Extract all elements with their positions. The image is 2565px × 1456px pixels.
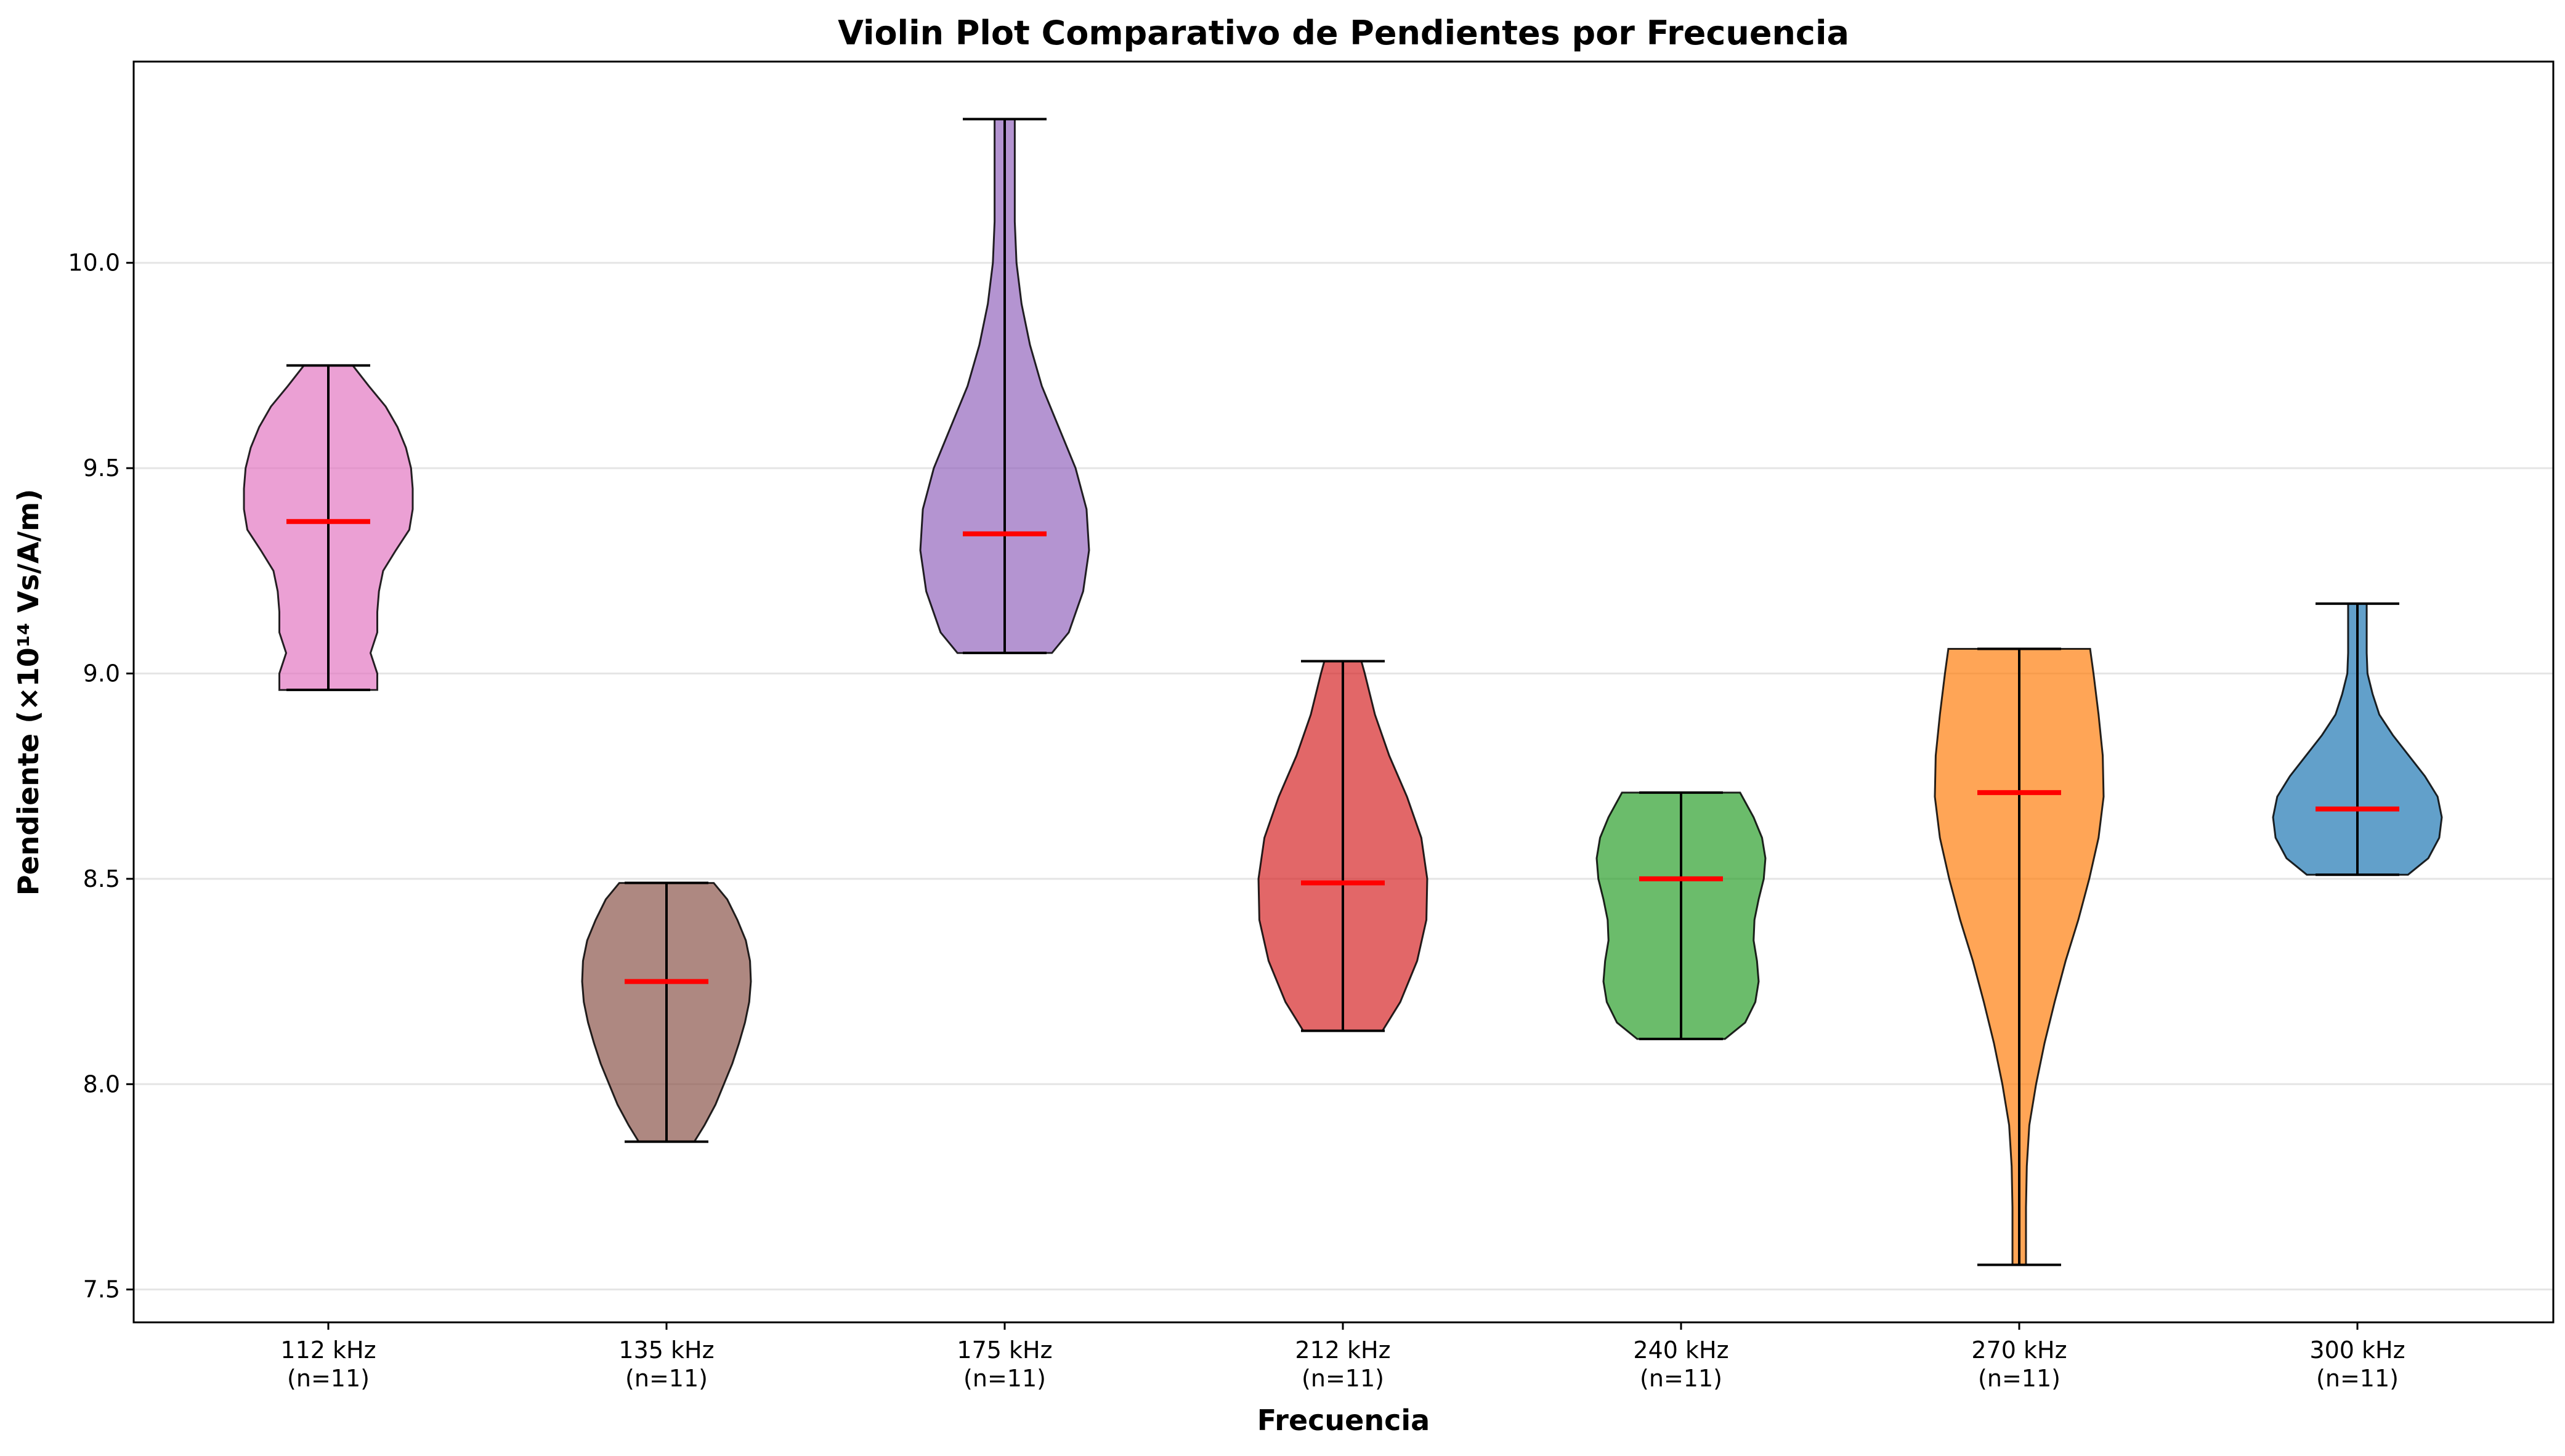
- violins: [243, 118, 2443, 1266]
- violin-group: [243, 364, 414, 692]
- chart-title: Violin Plot Comparativo de Pendientes po…: [838, 14, 1849, 52]
- y-axis-ticks: 7.5 8.0 8.5 9.0 9.5 10.0: [68, 249, 134, 1303]
- y-tick-label: 7.5: [83, 1276, 120, 1303]
- violin-group: [1595, 791, 1767, 1040]
- x-tick-label: 112 kHz: [280, 1337, 376, 1364]
- violin-group: [1257, 660, 1428, 1032]
- x-axis-label: Frecuencia: [1257, 1404, 1430, 1437]
- x-tick-label: 175 kHz: [957, 1337, 1052, 1364]
- x-tick-count-label: (n=11): [2316, 1365, 2399, 1392]
- x-tick-count-label: (n=11): [1640, 1365, 1722, 1392]
- y-tick-label: 8.5: [83, 865, 120, 892]
- x-tick-count-label: (n=11): [1302, 1365, 1384, 1392]
- y-tick-label: 8.0: [83, 1070, 120, 1098]
- x-tick-count-label: (n=11): [625, 1365, 708, 1392]
- y-tick-label: 10.0: [68, 249, 120, 277]
- y-axis-label: Pendiente (×10¹⁴ Vs/A/m): [12, 489, 45, 896]
- x-tick-label: 240 kHz: [1633, 1337, 1728, 1364]
- violin-group: [1934, 647, 2105, 1266]
- y-tick-label: 9.0: [83, 660, 120, 687]
- x-tick-count-label: (n=11): [1978, 1365, 2061, 1392]
- x-tick-label: 135 kHz: [618, 1337, 714, 1364]
- x-tick-label: 270 kHz: [1971, 1337, 2067, 1364]
- violin-group: [919, 118, 1090, 655]
- y-tick-label: 9.5: [83, 455, 120, 482]
- x-tick-count-label: (n=11): [287, 1365, 370, 1392]
- x-axis-ticks: 112 kHz(n=11)135 kHz(n=11)175 kHz(n=11)2…: [280, 1322, 2405, 1392]
- x-tick-label: 212 kHz: [1295, 1337, 1390, 1364]
- violin-group: [2272, 602, 2443, 876]
- violin-group: [581, 881, 752, 1143]
- x-tick-label: 300 kHz: [2309, 1337, 2405, 1364]
- x-tick-count-label: (n=11): [963, 1365, 1046, 1392]
